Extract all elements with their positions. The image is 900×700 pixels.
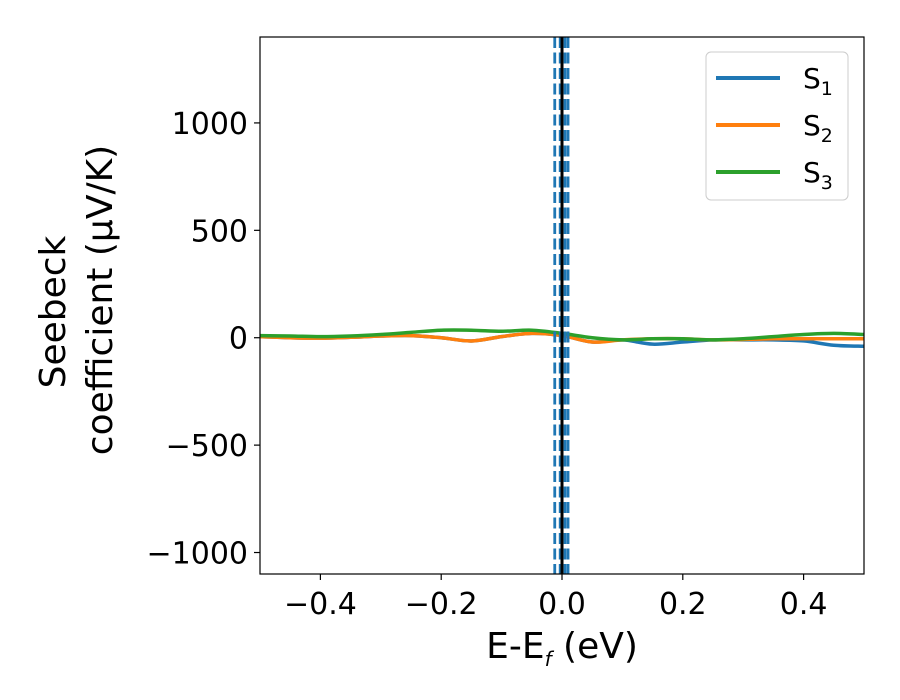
x-tick-label-3: 0.2 [659, 587, 707, 622]
y-tick-label-0: 1000 [172, 107, 248, 142]
legend-label-s1: S1 [803, 62, 833, 100]
legend-label-s3: S3 [803, 156, 833, 194]
x-axis-label-sub: f [545, 647, 555, 671]
y-tick-label-2: 0 [229, 322, 248, 357]
x-tick-label-4: 0.4 [780, 587, 828, 622]
y-axis-ticks: 1000 500 0 −500 −1000 [147, 107, 260, 572]
y-tick-label-1: 500 [191, 214, 248, 249]
y-axis-label-line2: coefficient (μV/K) [80, 145, 121, 455]
x-tick-label-1: −0.2 [405, 587, 478, 622]
x-axis-label: E-Ef (eV) [486, 626, 638, 671]
x-tick-label-2: 0.0 [538, 587, 586, 622]
x-axis-ticks: −0.4 −0.2 0.0 0.2 0.4 [284, 574, 827, 622]
legend: S1 S2 S3 [705, 51, 849, 201]
y-axis-label: Seebeck coefficient (μV/K) [33, 145, 121, 455]
x-tick-label-0: −0.4 [284, 587, 357, 622]
x-axis-label-main: E-E [486, 626, 544, 667]
y-tick-label-4: −1000 [147, 537, 248, 572]
y-axis-label-line1: Seebeck [33, 235, 74, 388]
y-tick-label-3: −500 [166, 429, 248, 464]
x-axis-label-unit: (eV) [552, 626, 638, 667]
plot-area [260, 37, 864, 574]
legend-label-s2: S2 [803, 109, 833, 147]
